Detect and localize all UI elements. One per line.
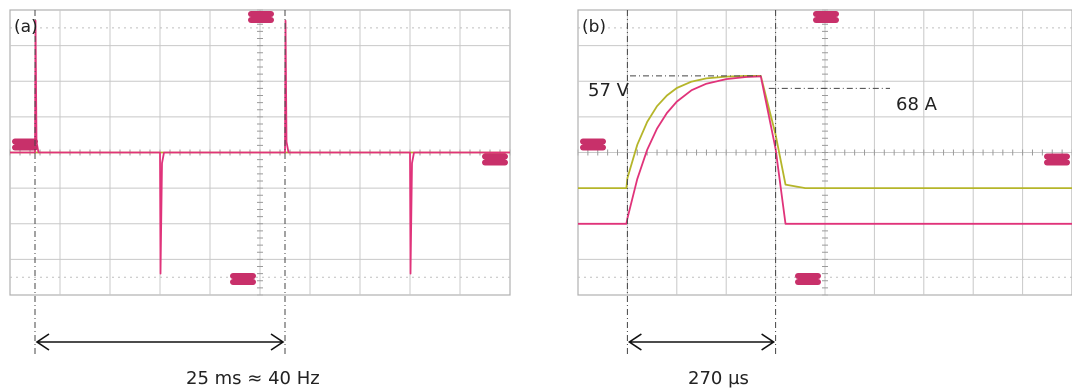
channel-marker <box>482 159 508 166</box>
channel-marker <box>813 11 839 17</box>
scope-panel-a: 25 ms ≈ 40 Hz (a) <box>9 9 511 389</box>
channel-marker <box>1044 153 1070 160</box>
scope-panel-b: 270 µs (b) 57 V 68 A <box>577 9 1072 389</box>
channel-marker <box>1044 159 1070 166</box>
peak-annotation-label: 68 A <box>896 94 938 115</box>
measurement-label: 270 µs <box>688 368 749 389</box>
measurement-arrow-left-head <box>627 333 642 351</box>
panel-label: (b) <box>582 17 606 37</box>
channel-marker <box>813 17 839 23</box>
current-trace <box>578 75 1072 225</box>
channel-marker <box>482 153 508 160</box>
channel-marker <box>230 279 256 285</box>
channel-marker <box>12 138 38 145</box>
measurement-label: 25 ms ≈ 40 Hz <box>186 368 320 389</box>
panel-label: (a) <box>14 17 38 37</box>
channel-marker <box>795 279 821 285</box>
channel-marker <box>580 144 606 151</box>
measurement-arrow-left-head <box>35 333 50 351</box>
measurement-arrow-right-head <box>761 333 776 351</box>
channel-marker <box>12 144 38 151</box>
channel-marker <box>580 138 606 145</box>
channel-marker <box>248 17 274 23</box>
voltage-trace <box>578 75 1072 190</box>
channel-marker <box>230 273 256 279</box>
peak-annotation-label: 57 V <box>588 80 630 101</box>
channel-marker <box>248 11 274 17</box>
measurement-arrow-right-head <box>270 333 285 351</box>
current-trace <box>10 19 510 275</box>
channel-marker <box>795 273 821 279</box>
